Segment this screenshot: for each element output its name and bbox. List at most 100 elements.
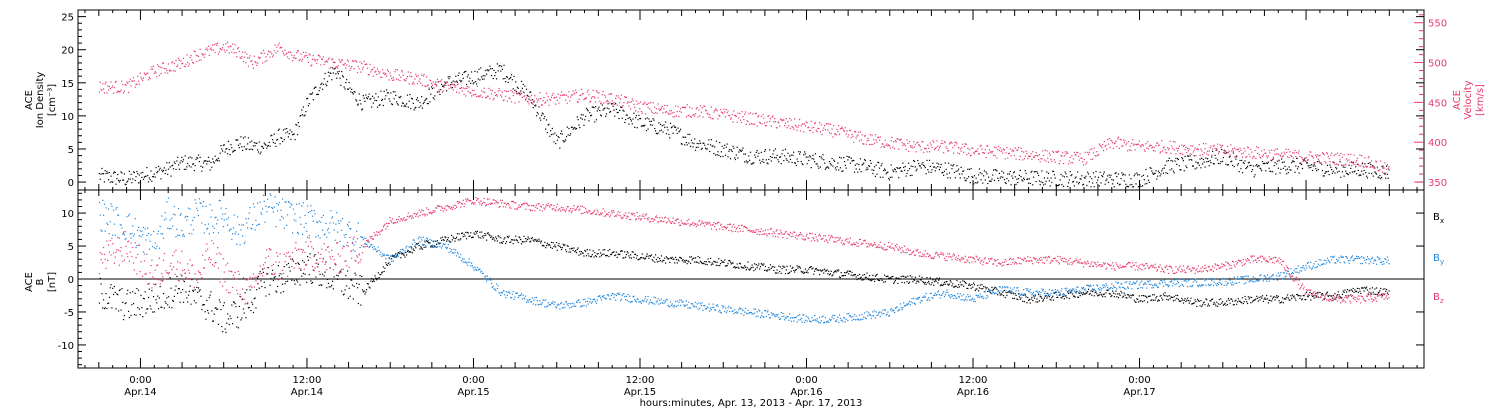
- data-point: [1295, 165, 1297, 167]
- data-point: [237, 47, 240, 49]
- data-point: [114, 171, 116, 174]
- data-point: [257, 275, 260, 277]
- data-point: [969, 155, 971, 157]
- data-point: [545, 128, 547, 130]
- data-point: [705, 148, 707, 150]
- data-point: [1336, 168, 1338, 170]
- data-point: [369, 63, 371, 65]
- data-point: [198, 290, 200, 292]
- data-point: [196, 157, 198, 159]
- data-point: [1087, 291, 1089, 293]
- data-point: [1082, 161, 1084, 163]
- data-point: [566, 245, 568, 247]
- data-point: [1180, 300, 1182, 302]
- data-point: [359, 61, 361, 63]
- data-point: [1338, 170, 1340, 172]
- data-point: [1042, 299, 1045, 301]
- data-point: [465, 87, 468, 89]
- data-point: [1287, 171, 1289, 174]
- data-point: [967, 147, 969, 149]
- data-point: [1124, 174, 1126, 176]
- data-point: [449, 241, 451, 243]
- data-point: [1266, 162, 1269, 165]
- data-point: [775, 272, 777, 274]
- data-point: [818, 273, 821, 276]
- data-point: [249, 289, 251, 291]
- data-point: [1102, 149, 1105, 152]
- data-point: [852, 275, 854, 277]
- data-point: [1256, 146, 1258, 148]
- data-point: [1353, 171, 1355, 173]
- data-point: [1291, 162, 1293, 164]
- data-point: [1157, 144, 1160, 147]
- data-point: [1128, 149, 1130, 151]
- data-point: [491, 238, 493, 240]
- data-point: [347, 60, 349, 62]
- data-point: [794, 162, 797, 164]
- data-point: [1137, 186, 1140, 188]
- data-point: [154, 176, 156, 178]
- data-point: [611, 100, 613, 102]
- data-point: [1102, 296, 1104, 298]
- data-point: [207, 312, 210, 314]
- data-point: [336, 66, 338, 68]
- data-point: [1007, 291, 1009, 293]
- data-point: [131, 80, 133, 82]
- data-point: [1285, 169, 1287, 171]
- data-point: [719, 108, 722, 111]
- data-point: [911, 145, 913, 147]
- data-point: [1056, 296, 1058, 299]
- data-point: [871, 279, 873, 281]
- data-point: [731, 150, 733, 153]
- data-point: [1032, 156, 1035, 159]
- data-point: [222, 331, 224, 333]
- data-point: [1158, 144, 1160, 146]
- data-point: [849, 162, 851, 164]
- data-point: [1237, 298, 1239, 300]
- data-point: [1248, 298, 1250, 300]
- data-point: [249, 141, 251, 143]
- data-point: [110, 284, 112, 286]
- data-point: [720, 111, 722, 113]
- data-point: [545, 244, 548, 247]
- data-point: [642, 257, 644, 259]
- data-point: [255, 62, 257, 64]
- data-point: [1236, 149, 1239, 151]
- data-point: [1100, 182, 1102, 184]
- data-point: [475, 81, 477, 83]
- data-point: [402, 102, 404, 105]
- data-point: [580, 117, 582, 119]
- data-point: [450, 81, 453, 84]
- data-point: [424, 85, 426, 87]
- data-point: [147, 308, 149, 310]
- data-point: [893, 148, 896, 150]
- data-point: [1333, 162, 1335, 164]
- data-point: [949, 279, 951, 282]
- data-point: [1140, 186, 1142, 188]
- data-point: [612, 251, 614, 253]
- data-point: [800, 125, 802, 127]
- data-point: [151, 290, 153, 292]
- data-point: [108, 85, 111, 88]
- data-point: [1115, 290, 1117, 292]
- data-point: [970, 168, 972, 170]
- data-point: [386, 69, 389, 71]
- data-point: [495, 94, 497, 97]
- data-point: [192, 61, 194, 64]
- data-point: [1271, 149, 1273, 151]
- data-point: [181, 275, 183, 277]
- data-point: [163, 167, 165, 169]
- data-point: [1101, 174, 1103, 177]
- data-point: [708, 139, 710, 141]
- data-point: [545, 92, 548, 95]
- data-point: [485, 69, 487, 72]
- data-point: [162, 169, 165, 172]
- data-point: [199, 289, 201, 291]
- data-point: [1126, 142, 1128, 144]
- data-point: [520, 80, 523, 82]
- data-point: [554, 132, 556, 134]
- data-point: [708, 261, 710, 263]
- data-point: [130, 173, 132, 175]
- data-point: [1147, 179, 1150, 181]
- data-point: [524, 85, 526, 87]
